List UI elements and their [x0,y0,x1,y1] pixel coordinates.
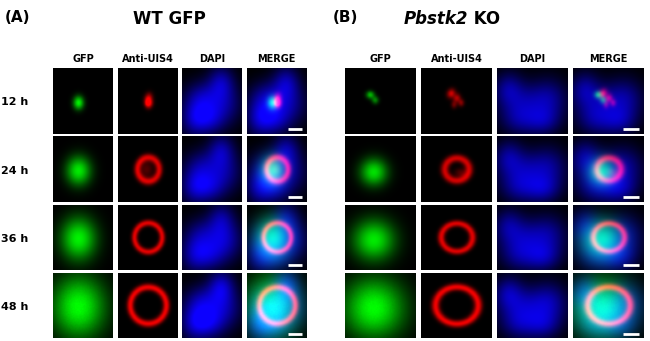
Text: Pbstk2: Pbstk2 [404,10,468,28]
Text: Anti-UIS4: Anti-UIS4 [431,54,482,64]
Text: (B): (B) [333,10,358,25]
Text: KO: KO [468,10,500,28]
Text: 12 h: 12 h [1,97,29,107]
Text: DAPI: DAPI [519,54,546,64]
Text: Anti-UIS4: Anti-UIS4 [122,54,174,64]
Text: (A): (A) [5,10,31,25]
Text: WT GFP: WT GFP [133,10,205,28]
Text: DAPI: DAPI [199,54,225,64]
Text: MERGE: MERGE [257,54,296,64]
Text: GFP: GFP [370,54,391,64]
Text: MERGE: MERGE [590,54,628,64]
Text: GFP: GFP [72,54,94,64]
Text: 36 h: 36 h [1,234,29,244]
Text: 24 h: 24 h [1,165,29,176]
Text: 48 h: 48 h [1,302,29,312]
